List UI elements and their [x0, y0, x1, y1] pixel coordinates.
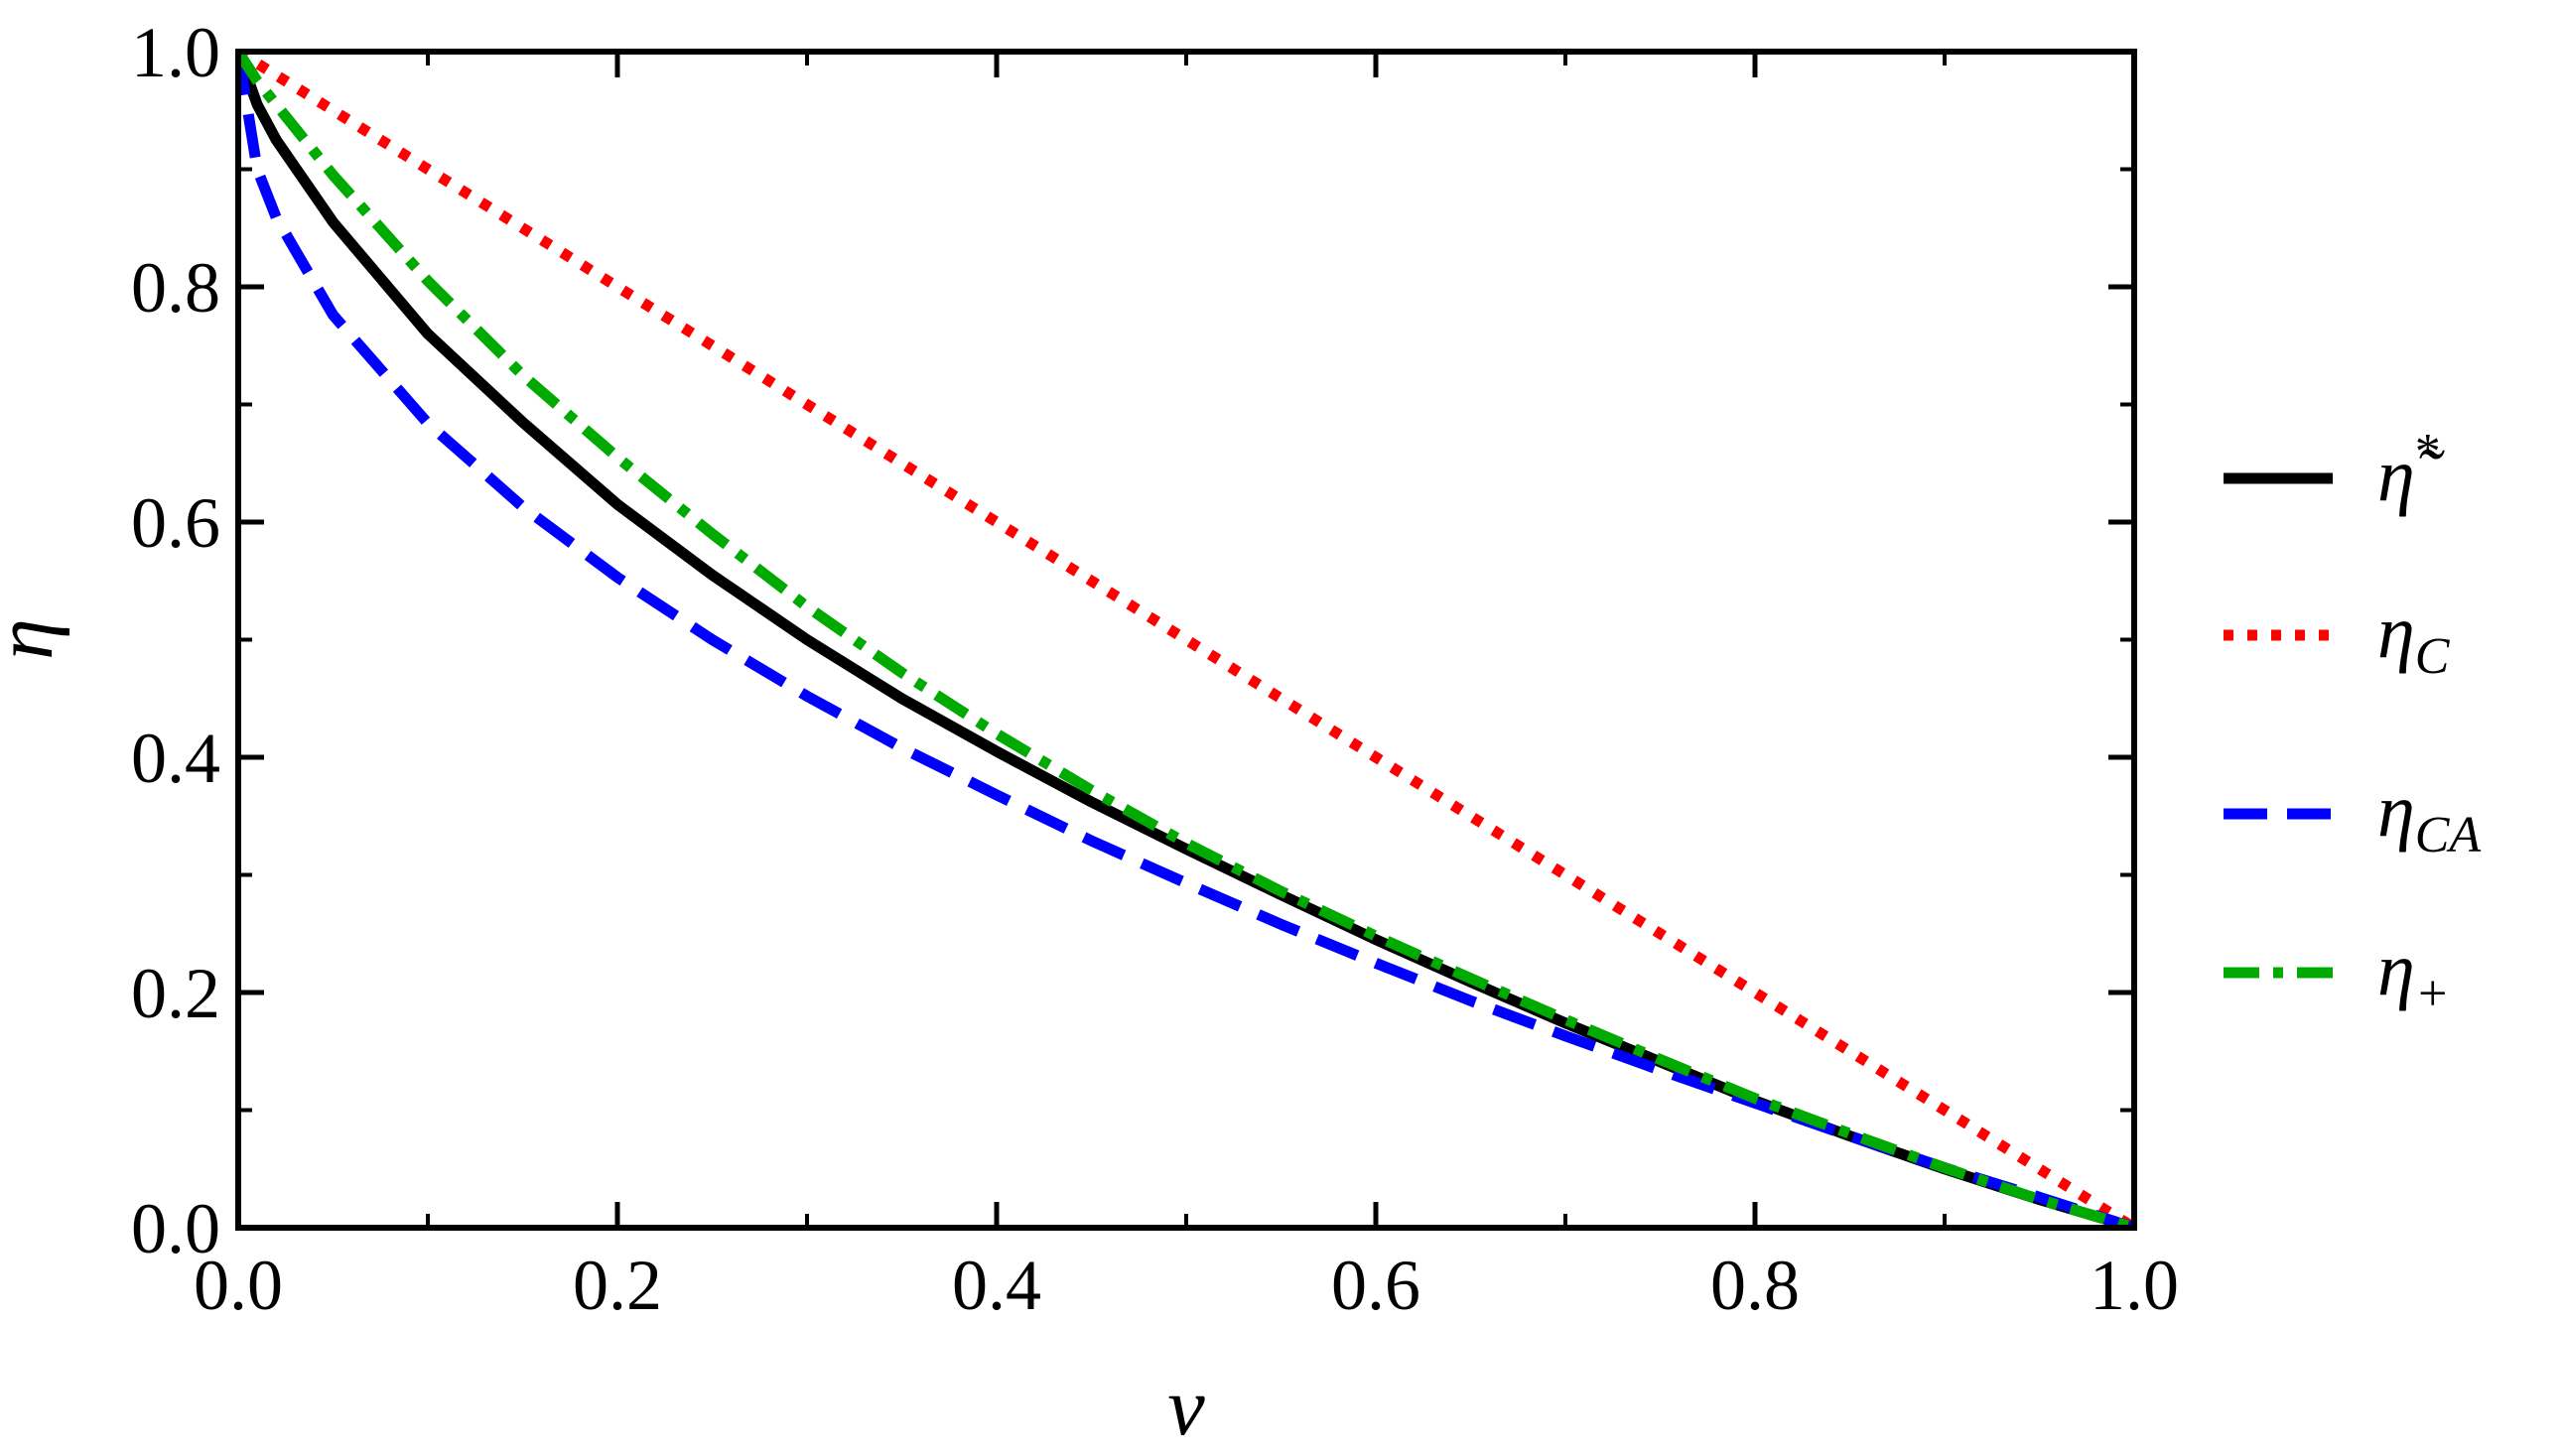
legend-item: ηCA [2224, 769, 2481, 863]
legend-label: ηC [2377, 591, 2451, 685]
legend-item: η̃* [2224, 424, 2446, 517]
series-line-dotted [238, 52, 2134, 1228]
x-tick-label: 1.0 [2090, 1246, 2179, 1325]
x-tick-label: 0.4 [952, 1246, 1041, 1325]
y-tick-label: 1.0 [131, 13, 220, 92]
legend-item: ηC [2224, 591, 2451, 685]
plot-frame [235, 49, 2137, 1231]
series-line-dash-dot [238, 52, 2134, 1228]
y-tick-labels: 0.0 0.2 0.4 0.6 0.8 1.0 [131, 13, 220, 1268]
x-tick-labels: 0.0 0.2 0.4 0.6 0.8 1.0 [194, 1246, 2179, 1325]
x-tick-label: 0.2 [573, 1246, 662, 1325]
y-tick-label: 0.8 [131, 248, 220, 328]
legend-label: η+ [2377, 928, 2450, 1022]
series-line-dashed [238, 52, 2134, 1228]
y-tick-label: 0.0 [131, 1189, 220, 1268]
y-tick-label: 0.2 [131, 954, 220, 1033]
y-tick-label: 0.4 [131, 719, 220, 798]
series-layer [238, 52, 2134, 1228]
legend-label: η̃* [2377, 424, 2446, 517]
x-tick-label: 0.0 [194, 1246, 283, 1325]
y-axis-label: η [0, 618, 70, 660]
legend: η̃* ηC ηCA η+ [2224, 424, 2481, 1022]
series-line-solid [238, 52, 2134, 1228]
legend-label: ηCA [2377, 769, 2481, 863]
x-axis-label: ν [1167, 1361, 1205, 1453]
x-tick-label: 0.8 [1710, 1246, 1800, 1325]
y-tick-label: 0.6 [131, 483, 220, 563]
legend-item: η+ [2224, 928, 2450, 1022]
x-tick-label: 0.6 [1331, 1246, 1420, 1325]
